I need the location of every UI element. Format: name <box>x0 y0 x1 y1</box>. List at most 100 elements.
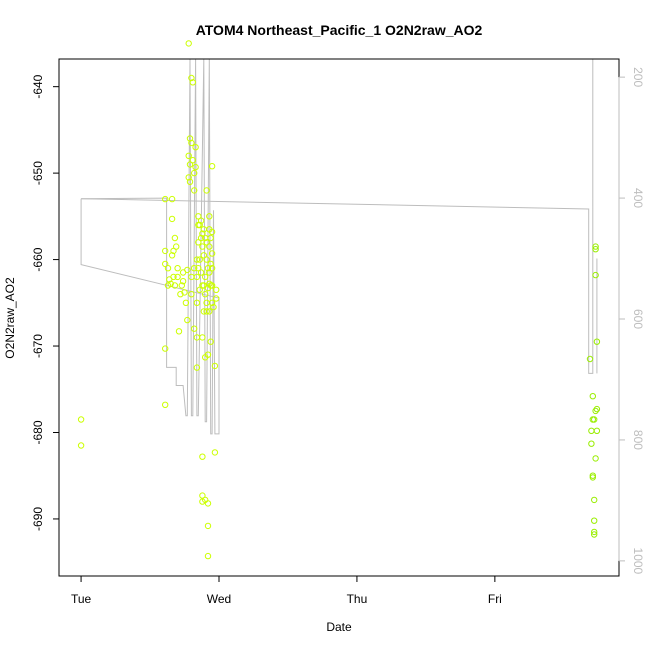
data-point <box>185 174 192 181</box>
data-point <box>199 334 206 341</box>
data-point <box>588 440 595 447</box>
y2-tick-label: 600 <box>631 309 645 329</box>
data-point <box>162 401 169 408</box>
data-point <box>173 243 180 250</box>
data-point <box>206 243 213 250</box>
data-point <box>77 416 85 423</box>
data-point <box>162 260 169 268</box>
data-point <box>191 265 198 272</box>
data-point <box>171 282 179 289</box>
data-point <box>197 217 205 224</box>
series-line-3 <box>81 59 594 374</box>
data-point <box>211 449 219 456</box>
y2-tick-label: 400 <box>631 188 645 208</box>
data-point <box>193 273 201 281</box>
x-tick-label: Thu <box>347 592 368 606</box>
data-point <box>591 496 598 504</box>
data-point <box>589 393 596 400</box>
data-point <box>208 250 216 257</box>
data-point <box>162 345 169 352</box>
data-point <box>591 528 598 536</box>
y-tick-label: -680 <box>31 420 45 444</box>
data-point <box>210 303 217 311</box>
data-point <box>195 265 202 272</box>
data-point <box>188 291 195 298</box>
data-point <box>197 234 205 242</box>
data-point <box>592 271 599 279</box>
data-point <box>196 221 203 229</box>
data-point <box>175 328 183 335</box>
data-point <box>200 252 208 259</box>
data-point <box>593 427 601 434</box>
data-point <box>204 552 212 560</box>
y-tick-label: -690 <box>31 507 45 531</box>
data-point <box>202 291 209 298</box>
chart-title: ATOM4 Northeast_Pacific_1 O2N2raw_AO2 <box>196 22 483 38</box>
data-point <box>164 265 172 272</box>
data-point <box>193 256 201 263</box>
data-point <box>203 308 210 315</box>
data-point <box>592 246 599 253</box>
data-point <box>204 500 212 507</box>
x-axis-label: Date <box>326 620 352 634</box>
y-axis-label: O2N2raw_AO2 <box>3 277 17 359</box>
data-point <box>203 256 210 263</box>
data-point <box>203 187 210 194</box>
plot-lines <box>80 58 598 435</box>
y-tick-label: -670 <box>31 334 45 358</box>
data-point <box>168 215 176 223</box>
data-point <box>186 161 194 168</box>
data-point <box>213 286 220 293</box>
data-point <box>208 163 216 170</box>
data-point <box>195 213 202 220</box>
data-point <box>189 157 197 164</box>
data-point <box>184 266 191 274</box>
data-point <box>174 265 181 272</box>
data-point <box>191 325 198 332</box>
data-point <box>188 139 195 147</box>
data-point <box>592 455 599 462</box>
y-tick-label: -660 <box>31 247 45 271</box>
data-point <box>211 362 219 370</box>
x-axis: Tue Wed Thu Fri <box>71 575 502 606</box>
series-line-2 <box>80 58 220 435</box>
y2-tick-label: 200 <box>631 67 645 87</box>
data-point <box>193 299 201 306</box>
data-point <box>591 517 598 524</box>
y2-tick-label: 800 <box>631 430 645 450</box>
data-point <box>593 338 601 345</box>
data-point <box>174 273 181 281</box>
plot-points <box>77 40 601 560</box>
data-point <box>199 230 206 237</box>
data-point <box>191 169 198 177</box>
data-point <box>592 243 599 250</box>
data-point <box>207 338 214 345</box>
data-point <box>179 278 187 285</box>
data-point <box>207 260 214 268</box>
data-point <box>206 213 213 220</box>
data-point <box>199 492 206 499</box>
data-point <box>178 282 186 289</box>
data-point <box>197 269 205 276</box>
data-point <box>192 144 199 151</box>
data-point <box>162 195 169 203</box>
data-point <box>586 355 594 363</box>
data-point <box>193 364 201 371</box>
data-point <box>208 265 216 272</box>
data-point <box>591 416 598 423</box>
x-tick-label: Tue <box>71 592 92 606</box>
data-point <box>181 289 188 296</box>
x-tick-label: Fri <box>488 592 502 606</box>
data-point <box>168 195 176 203</box>
data-point <box>185 40 192 47</box>
data-point <box>168 252 176 259</box>
data-point <box>182 299 190 306</box>
data-point <box>191 187 198 194</box>
data-point <box>192 163 199 171</box>
data-point <box>592 407 599 415</box>
y2-axis: 200 400 600 800 1000 <box>618 67 645 575</box>
data-point <box>199 453 206 460</box>
y-tick-label: -640 <box>31 74 45 98</box>
data-point <box>188 273 195 281</box>
